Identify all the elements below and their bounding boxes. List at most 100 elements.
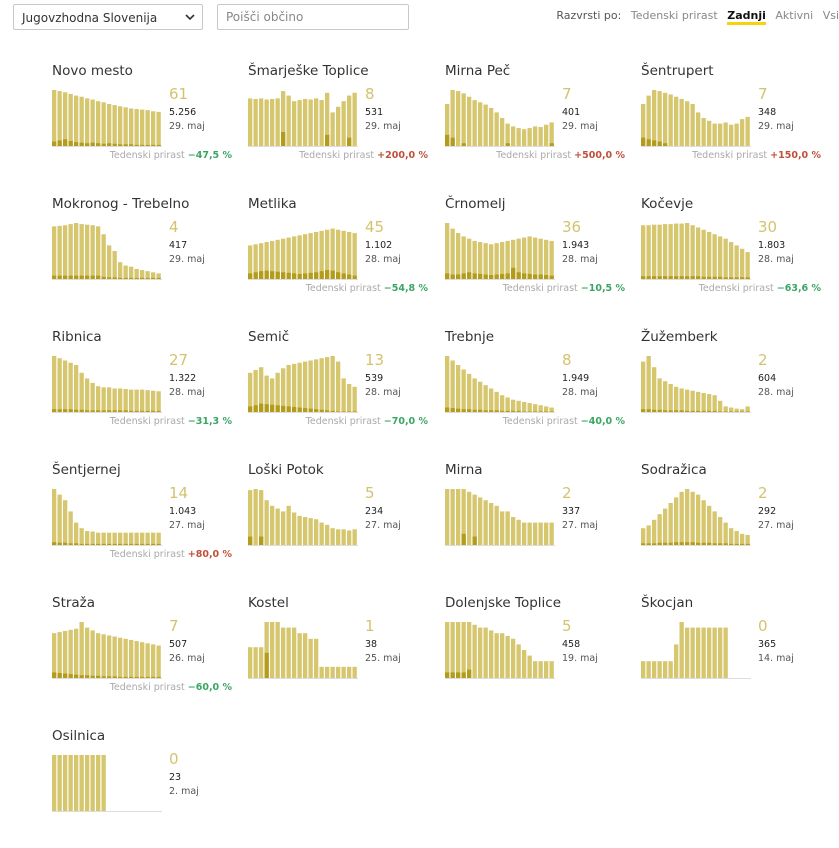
sort-option-all[interactable]: Vsi	[822, 9, 839, 22]
bar-new-cases	[107, 410, 112, 412]
bar-new-cases	[101, 676, 106, 678]
last-date: 29. maj	[169, 121, 205, 132]
bar-new-cases	[74, 275, 79, 279]
bar	[679, 223, 684, 279]
weekly-growth-value: +150,0 %	[770, 150, 821, 161]
sort-option-weekly[interactable]: Tedenski prirast	[630, 9, 718, 22]
municipality-card[interactable]: Kočevje 30 1.803 28. maj Tedenski prirast −63…	[641, 196, 821, 316]
municipality-card[interactable]: Kostel 1 38 25. maj	[248, 595, 428, 715]
bar	[297, 362, 302, 412]
municipality-card[interactable]: Žužemberk 2 604 28. maj	[641, 329, 821, 449]
municipality-card[interactable]: Metlika 45 1.102 28. maj Tedenski prirast −54…	[248, 196, 428, 316]
municipality-card[interactable]: Trebnje 8 1.949 28. maj Tedenski prirast −40,…	[445, 329, 625, 449]
bar-new-cases	[90, 410, 95, 412]
bar-new-cases	[538, 411, 543, 412]
municipality-card[interactable]: Črnomelj 36 1.943 28. maj Tedenski prirast −1…	[445, 196, 625, 316]
municipality-card[interactable]: Šmarješke Toplice 8 531 29. maj Tedenski pri…	[248, 63, 428, 183]
bar-new-cases	[314, 409, 319, 412]
bar	[112, 532, 117, 545]
bar	[461, 93, 466, 146]
bar-new-cases	[472, 409, 477, 412]
bar-new-cases	[123, 543, 128, 545]
total-cases: 539	[365, 373, 384, 384]
bar	[472, 494, 477, 545]
bar	[641, 661, 646, 678]
bar-new-cases	[527, 411, 532, 412]
sparkline-chart	[641, 356, 751, 413]
last-date: 28. maj	[169, 387, 205, 398]
bar-new-cases	[96, 543, 101, 545]
municipality-card[interactable]: Semič 13 539 28. maj Tedenski prirast −70,0 %	[248, 329, 428, 449]
weekly-growth-label: Tedenski prirast	[496, 150, 572, 161]
bar-new-cases	[253, 405, 258, 412]
bar	[707, 627, 712, 678]
municipality-card[interactable]: Škocjan 0 365 14. maj	[641, 595, 821, 715]
municipality-card[interactable]: Mirna Peč 7 401 29. maj Tedenski prirast +500…	[445, 63, 625, 183]
bar	[533, 126, 538, 146]
bar	[718, 400, 723, 412]
bar	[685, 223, 690, 279]
municipality-card[interactable]: Sodražica 2 292 27. maj	[641, 462, 821, 582]
bar	[668, 94, 673, 146]
weekly-growth: Tedenski prirast +80,0 %	[110, 549, 232, 560]
bar-new-cases	[107, 676, 112, 678]
municipality-card[interactable]: Šentrupert 7 348 29. maj Tedenski prirast +15…	[641, 63, 821, 183]
bar	[57, 225, 62, 279]
bar	[701, 229, 706, 279]
bar-new-cases	[674, 276, 679, 279]
municipality-card[interactable]: Dolenjske Toplice 5 458 19. maj	[445, 595, 625, 715]
bar	[248, 647, 253, 678]
active-cases: 2	[758, 484, 768, 502]
bar	[679, 491, 684, 545]
bar	[68, 224, 73, 279]
bar	[129, 639, 134, 678]
municipality-card[interactable]: Šentjernej 14 1.043 27. maj Tedenski prirast…	[52, 462, 232, 582]
bar	[500, 395, 505, 412]
bar	[461, 369, 466, 412]
bar	[347, 384, 352, 412]
bar	[674, 497, 679, 545]
bar	[533, 404, 538, 412]
bar	[74, 364, 79, 412]
bar-new-cases	[461, 533, 466, 545]
municipality-card[interactable]: Straža 7 507 26. maj Tedenski prirast −60,0 %	[52, 595, 232, 715]
total-cases: 604	[758, 373, 777, 384]
bar-new-cases	[467, 669, 472, 678]
bar	[57, 755, 62, 811]
sparkline-chart	[445, 489, 555, 546]
bar-new-cases	[85, 410, 90, 412]
municipality-card[interactable]: Ribnica 27 1.322 28. maj Tedenski prirast −31…	[52, 329, 232, 449]
bar	[336, 666, 341, 678]
sparkline-chart	[445, 622, 555, 679]
bar	[264, 500, 269, 545]
municipality-card[interactable]: Mirna 2 337 27. maj	[445, 462, 625, 582]
bar-new-cases	[723, 411, 728, 412]
bar	[467, 622, 472, 678]
total-cases: 1.043	[169, 506, 197, 517]
bar-new-cases	[151, 277, 156, 279]
bar	[478, 242, 483, 279]
bar	[544, 239, 549, 279]
bar	[96, 226, 101, 279]
search-input[interactable]	[217, 4, 409, 30]
sort-option-active[interactable]: Aktivni	[775, 9, 814, 22]
municipality-card[interactable]: Novo mesto 61 5.256 29. maj Tedenski prirast…	[52, 63, 232, 183]
bar	[303, 517, 308, 545]
active-cases: 0	[169, 750, 179, 768]
bar-new-cases	[347, 137, 352, 146]
bar	[292, 363, 297, 412]
municipality-card[interactable]: Osilnica 0 23 2. maj	[52, 728, 232, 848]
sort-option-latest[interactable]: Zadnji	[727, 9, 766, 25]
bar	[134, 532, 139, 545]
bar	[696, 627, 701, 678]
last-date: 27. maj	[562, 520, 598, 531]
bar-new-cases	[467, 272, 472, 279]
total-cases: 348	[758, 107, 777, 118]
bar-new-cases	[63, 275, 68, 279]
bar	[646, 356, 651, 412]
region-select[interactable]: Jugovzhodna Slovenija	[13, 4, 203, 30]
bar	[478, 381, 483, 412]
municipality-card[interactable]: Loški Potok 5 234 27. maj	[248, 462, 428, 582]
municipality-card[interactable]: Mokronog - Trebelno 4 417 29. maj	[52, 196, 232, 316]
bar	[745, 406, 750, 412]
